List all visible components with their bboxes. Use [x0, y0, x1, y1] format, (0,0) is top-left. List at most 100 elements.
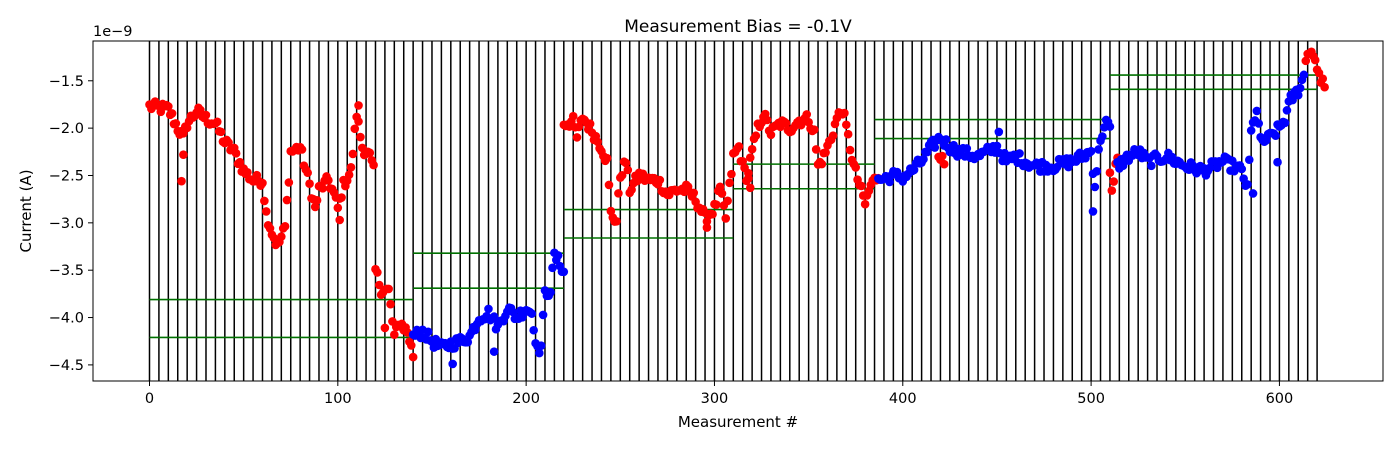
data-point — [171, 119, 181, 128]
data-point — [751, 131, 761, 141]
y-axis: −4.5 −4.0 −3.5 −3.0 −2.5 −2.0 −1.5 — [49, 74, 93, 374]
data-point — [408, 352, 418, 362]
data-point — [179, 150, 188, 159]
data-point — [811, 145, 821, 154]
data-point — [621, 158, 631, 168]
data-point — [201, 110, 211, 120]
data-point — [318, 184, 328, 193]
data-point — [337, 193, 346, 202]
data-point — [548, 263, 557, 273]
data-point — [231, 149, 241, 158]
data-point — [546, 287, 555, 297]
data-point — [727, 169, 736, 179]
data-point — [1118, 161, 1128, 171]
data-point — [1244, 155, 1254, 165]
data-point — [1282, 106, 1292, 115]
data-point — [717, 189, 727, 198]
data-point — [380, 323, 390, 333]
data-point — [406, 341, 416, 350]
data-point — [762, 115, 772, 125]
data-point — [1086, 146, 1096, 156]
data-point — [167, 109, 177, 118]
data-point — [1147, 161, 1156, 171]
y-tick-label: −2.5 — [49, 168, 84, 184]
data-point — [860, 199, 870, 209]
data-point — [1280, 118, 1290, 128]
data-point — [745, 153, 755, 162]
data-point — [277, 232, 286, 241]
data-point — [553, 251, 563, 260]
data-points — [145, 47, 1329, 369]
data-point — [369, 160, 378, 170]
x-tick-label: 200 — [512, 391, 540, 407]
data-point — [1310, 55, 1320, 65]
data-point — [529, 325, 538, 335]
data-point — [1271, 131, 1280, 141]
data-point — [919, 154, 928, 164]
plot-frame — [92, 40, 1384, 382]
data-point — [1288, 95, 1297, 105]
data-point — [1293, 90, 1303, 100]
data-point — [423, 327, 433, 337]
data-point — [1273, 157, 1282, 167]
data-point — [857, 181, 866, 191]
data-point — [235, 157, 245, 167]
data-point — [182, 123, 192, 133]
data-point — [885, 177, 894, 187]
data-point — [463, 337, 473, 347]
data-point — [821, 148, 830, 157]
data-point — [224, 138, 233, 147]
data-point — [305, 179, 314, 189]
y-tick-label: −4.5 — [49, 358, 84, 374]
data-point — [1105, 122, 1115, 131]
data-point — [536, 341, 546, 351]
data-point — [348, 149, 358, 159]
x-tick-label: 0 — [145, 391, 154, 407]
data-point — [324, 176, 333, 185]
data-point — [333, 203, 343, 213]
data-point — [1246, 126, 1256, 135]
data-point — [284, 178, 294, 187]
data-point — [1295, 83, 1305, 93]
data-point — [310, 202, 320, 212]
x-axis-label: Measurement # — [678, 413, 798, 431]
data-point — [747, 144, 757, 154]
data-point — [559, 267, 569, 277]
data-point — [282, 195, 292, 205]
x-tick-label: 600 — [1266, 391, 1294, 407]
data-point — [297, 145, 307, 154]
data-point — [828, 131, 838, 140]
data-point — [909, 165, 919, 175]
data-point — [448, 359, 457, 369]
data-point — [212, 117, 222, 127]
data-point — [702, 223, 712, 232]
data-point — [712, 200, 721, 209]
data-point — [992, 141, 1002, 151]
data-point — [721, 214, 731, 223]
x-axis: 0 100 200 300 400 500 600 — [145, 381, 1293, 407]
data-point — [1301, 56, 1311, 66]
data-point — [941, 135, 951, 144]
data-point — [617, 171, 627, 180]
data-point — [527, 309, 537, 318]
data-point — [1088, 207, 1098, 216]
y-tick-label: −1.5 — [49, 74, 84, 90]
data-point — [1318, 74, 1328, 83]
data-point — [356, 132, 365, 142]
data-point — [817, 159, 827, 169]
data-point — [612, 216, 621, 226]
data-point — [840, 108, 849, 118]
data-point — [344, 170, 354, 180]
data-point — [303, 168, 312, 178]
data-point — [744, 168, 753, 178]
data-point — [335, 215, 345, 225]
data-point — [930, 143, 940, 152]
data-point — [1107, 186, 1117, 195]
y-axis-exponent: 1e−9 — [93, 24, 133, 40]
data-point — [851, 163, 861, 172]
data-point — [994, 127, 1004, 137]
data-point — [365, 148, 375, 158]
data-point — [745, 183, 755, 193]
data-point — [373, 268, 382, 277]
data-point — [1109, 177, 1119, 186]
